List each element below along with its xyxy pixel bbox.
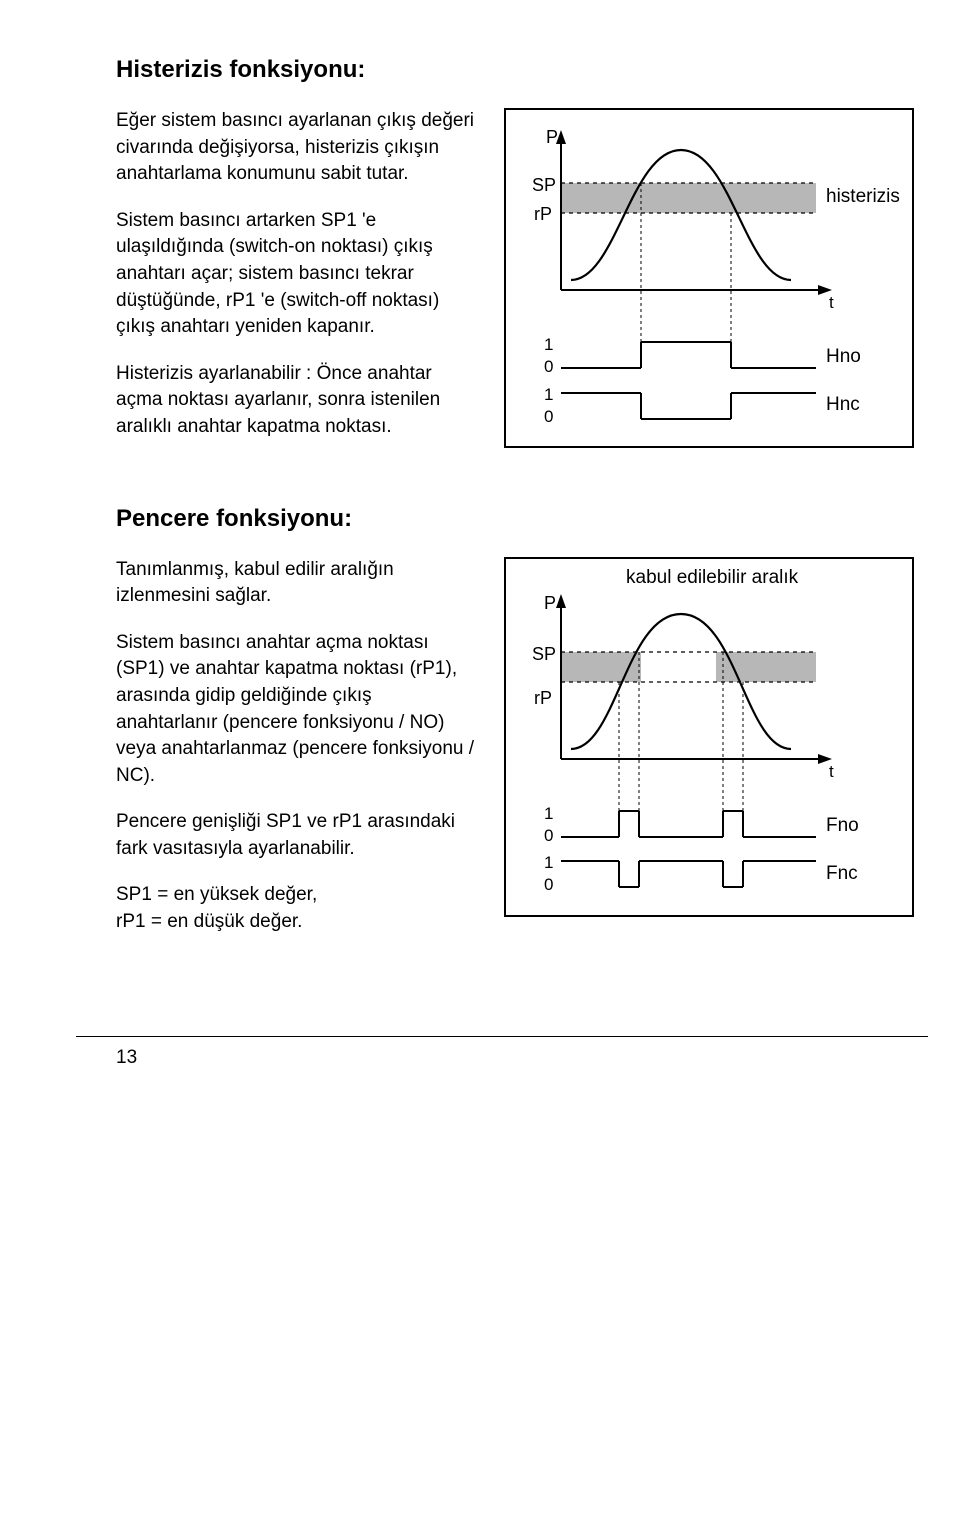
fig2-d0a: 0 — [544, 826, 553, 845]
window-figure: kabul edilebilir aralık — [504, 557, 914, 917]
fig1-d0b: 0 — [544, 407, 553, 426]
fig1-P: P — [546, 127, 558, 147]
fig2-rP: rP — [534, 688, 552, 708]
fig2-SP: SP — [532, 644, 556, 664]
fig1-d1b: 1 — [544, 385, 553, 404]
fig1-SP: SP — [532, 175, 556, 195]
page-number: 13 — [116, 1047, 888, 1069]
fig2-Fno: Fno — [826, 815, 859, 836]
s1-para2: Sistem basıncı artarken SP1 'e ulaşıldığ… — [116, 208, 476, 341]
s1-para1: Eğer sistem basıncı ayarlanan çıkış değe… — [116, 108, 476, 188]
fig2-P: P — [544, 593, 556, 613]
fig1-Hno: Hno — [826, 346, 861, 367]
fig1-Hnc: Hnc — [826, 394, 860, 415]
s2-para2: Sistem basıncı anahtar açma noktası (SP1… — [116, 630, 476, 790]
fig1-rP: rP — [534, 204, 552, 224]
s2-para3: Pencere genişliği SP1 ve rP1 arasındaki … — [116, 809, 476, 862]
section-2-title: Pencere fonksiyonu: — [116, 505, 888, 533]
fig1-hys: histerizis — [826, 186, 900, 207]
fig2-t: t — [829, 762, 834, 781]
footer-rule — [76, 1036, 928, 1037]
section-1-title: Histerizis fonksiyonu: — [116, 56, 888, 84]
fig2-d1a: 1 — [544, 804, 553, 823]
fig1-d1a: 1 — [544, 335, 553, 354]
fig2-d1b: 1 — [544, 853, 553, 872]
s2-para4: SP1 = en yüksek değer, rP1 = en düşük de… — [116, 882, 476, 935]
s1-para3: Histerizis ayarlanabilir : Önce anahtar … — [116, 361, 476, 441]
fig1-t: t — [829, 293, 834, 312]
fig1-d0a: 0 — [544, 357, 553, 376]
hysteresis-figure: P SP rP histerizis t 1 0 Hno — [504, 108, 914, 448]
s2-para1: Tanımlanmış, kabul edilir aralığın izlen… — [116, 557, 476, 610]
fig2-d0b: 0 — [544, 875, 553, 894]
fig2-title: kabul edilebilir aralık — [626, 567, 799, 588]
fig2-Fnc: Fnc — [826, 863, 858, 884]
